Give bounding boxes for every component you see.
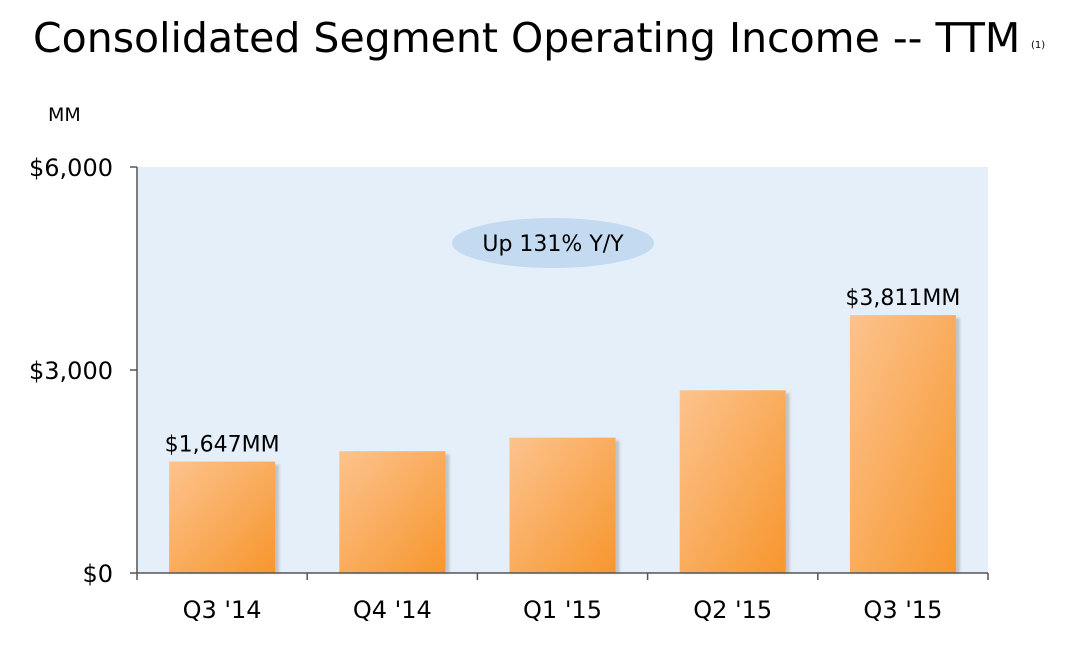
bar-q3-15 bbox=[849, 315, 956, 573]
bar-q3-14 bbox=[169, 461, 276, 573]
bar-q1-15 bbox=[509, 437, 616, 573]
x-tick-label: Q3 '14 bbox=[183, 596, 262, 624]
unit-label: MM bbox=[48, 104, 81, 126]
bar-q4-14 bbox=[339, 451, 446, 573]
bar-q2-15 bbox=[679, 390, 786, 573]
x-tick-label: Q3 '15 bbox=[863, 596, 942, 624]
x-tick-label: Q4 '14 bbox=[353, 596, 432, 624]
x-tick-label: Q1 '15 bbox=[523, 596, 602, 624]
y-tick-label: $3,000 bbox=[29, 357, 113, 385]
title-footnote: (1) bbox=[1031, 40, 1045, 51]
annotation-text: Up 131% Y/Y bbox=[482, 232, 624, 257]
y-tick-label: $6,000 bbox=[29, 154, 113, 182]
chart-title: Consolidated Segment Operating Income --… bbox=[33, 14, 1020, 62]
y-tick-label: $0 bbox=[82, 560, 113, 588]
data-label: $1,647MM bbox=[165, 433, 280, 458]
annotation-bubble bbox=[452, 218, 654, 268]
x-tick-label: Q2 '15 bbox=[693, 596, 772, 624]
annotation-callout: Up 131% Y/Y bbox=[452, 218, 654, 268]
data-label: $3,811MM bbox=[845, 286, 960, 311]
